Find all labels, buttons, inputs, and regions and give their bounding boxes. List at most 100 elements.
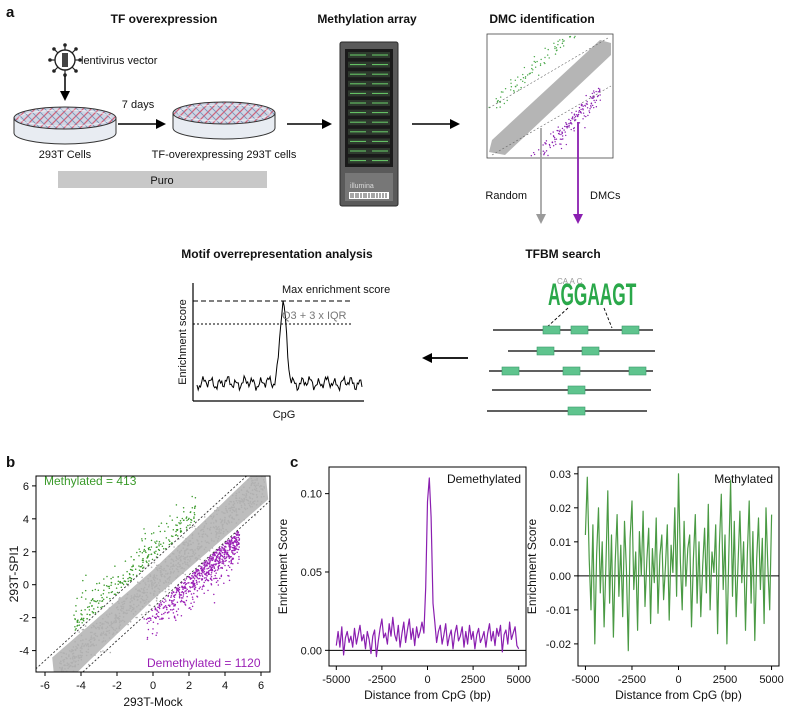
- mini-point-demethylated: [593, 106, 595, 109]
- scatter-point-methylated: [122, 583, 125, 586]
- scatter-point-background: [133, 594, 136, 596]
- days-label: 7 days: [122, 99, 155, 111]
- scatter-point-demethylated: [198, 570, 200, 572]
- mini-point-demethylated: [571, 117, 573, 120]
- scatter-point-background: [194, 552, 197, 555]
- scatter-point-demethylated: [193, 584, 195, 586]
- scatter-point-methylated: [112, 576, 114, 579]
- scatter-point-background: [95, 644, 98, 646]
- scatter-point-background: [141, 605, 144, 608]
- scatter-point-background: [218, 528, 221, 530]
- scatter-point-background: [137, 581, 139, 583]
- scatter-point-background: [108, 607, 111, 609]
- scatter-point-methylated: [150, 546, 153, 548]
- scatter-point-background: [242, 511, 244, 513]
- scatter-ytick-label: -2: [19, 613, 29, 625]
- scatter-point-background: [105, 630, 108, 633]
- scatter-point-background: [74, 640, 76, 643]
- mini-point-demethylated: [577, 113, 580, 116]
- scatter-point-background: [61, 666, 63, 669]
- scatter-point-methylated: [76, 625, 78, 627]
- scatter-point-background: [90, 654, 92, 656]
- scatter-point-background: [219, 532, 221, 534]
- mini-point-demethylated: [561, 132, 563, 135]
- scatter-point-background: [175, 556, 178, 559]
- scatter-point-background: [193, 554, 196, 556]
- scatter-point-demethylated: [173, 596, 176, 599]
- threshold-line: [82, 500, 270, 672]
- scatter-point-background: [155, 585, 158, 587]
- scatter-point-background: [223, 521, 226, 524]
- chip-row: [348, 52, 390, 58]
- scatter-point-demethylated: [161, 613, 163, 616]
- scatter-point-demethylated: [168, 617, 170, 619]
- scatter-point-background: [215, 530, 217, 533]
- scatter-point-background: [213, 515, 215, 517]
- scatter-point-background: [243, 494, 245, 496]
- scatter-point-background: [125, 612, 128, 615]
- scatter-point-demethylated: [237, 543, 239, 546]
- scatter-point-demethylated: [145, 618, 148, 621]
- scatter-point-background: [230, 521, 233, 523]
- mini-point-demethylated: [560, 133, 562, 136]
- scatter-point-background: [67, 667, 69, 670]
- scatter-point-background: [249, 506, 252, 508]
- mini-point-methylated: [495, 98, 497, 100]
- mini-point-demethylated: [598, 88, 601, 90]
- scatter-point-methylated: [193, 512, 196, 514]
- scatter-point-demethylated: [228, 539, 231, 542]
- scatter-point-background: [129, 621, 132, 623]
- scatter-point-demethylated: [196, 568, 199, 571]
- scatter-point-demethylated: [212, 557, 214, 560]
- scatter-point-methylated: [93, 608, 95, 610]
- threshold-label: Q3 + 3 x IQR: [282, 310, 347, 322]
- chip-row: [348, 80, 390, 87]
- scatter-point-background: [117, 608, 119, 611]
- scatter-point-background: [115, 614, 118, 617]
- scatter-point-background: [229, 507, 231, 509]
- mini-point-methylated: [559, 46, 562, 49]
- mini-point-methylated: [561, 42, 564, 45]
- scatter-point-methylated: [73, 614, 75, 616]
- scatter-point-methylated: [132, 564, 134, 566]
- mini-point-demethylated: [552, 135, 555, 137]
- scatter-point-demethylated: [231, 541, 234, 544]
- scatter-point-background: [165, 573, 167, 575]
- scatter-point-background: [159, 580, 162, 582]
- scatter-point-background: [235, 513, 238, 516]
- tf-cells-label: TF-overexpressing 293T cells: [152, 149, 297, 161]
- scatter-point-methylated: [132, 573, 135, 576]
- scatter-point-methylated: [107, 585, 109, 588]
- scatter-point-background: [167, 581, 170, 584]
- scatter-point-background: [146, 588, 148, 591]
- scatter-point-methylated: [149, 549, 152, 551]
- scatter-point-demethylated: [201, 585, 204, 588]
- scatter-point-background: [90, 626, 93, 629]
- mini-point-methylated: [522, 77, 525, 79]
- scatter-point-background: [160, 565, 162, 568]
- scatter-point-background: [158, 584, 161, 587]
- scatter-point-background: [202, 530, 205, 533]
- scatter-point-background: [123, 620, 126, 623]
- mini-point-demethylated: [586, 107, 589, 109]
- scatter-point-background: [177, 545, 179, 548]
- mini-point-methylated: [520, 86, 522, 89]
- scatter-point-background: [254, 486, 257, 488]
- scatter-point-background: [136, 605, 138, 608]
- scatter-point-demethylated: [161, 618, 164, 620]
- scatter-point-methylated: [142, 559, 144, 562]
- scatter-point-background: [136, 595, 139, 598]
- scatter-point-demethylated: [180, 597, 183, 599]
- scatter-point-background: [95, 622, 98, 625]
- scatter-point-demethylated: [201, 588, 203, 590]
- scatter-point-demethylated: [147, 628, 150, 631]
- scatter-point-background: [115, 627, 118, 630]
- scatter-point-background: [228, 503, 230, 505]
- scatter-point-demethylated: [237, 548, 240, 551]
- scatter-point-background: [152, 584, 155, 586]
- scatter-point-methylated: [185, 526, 188, 528]
- scatter-point-background: [251, 489, 254, 491]
- scatter-point-background: [225, 507, 227, 510]
- scatter-point-demethylated: [227, 549, 229, 552]
- scatter-point-background: [146, 591, 148, 594]
